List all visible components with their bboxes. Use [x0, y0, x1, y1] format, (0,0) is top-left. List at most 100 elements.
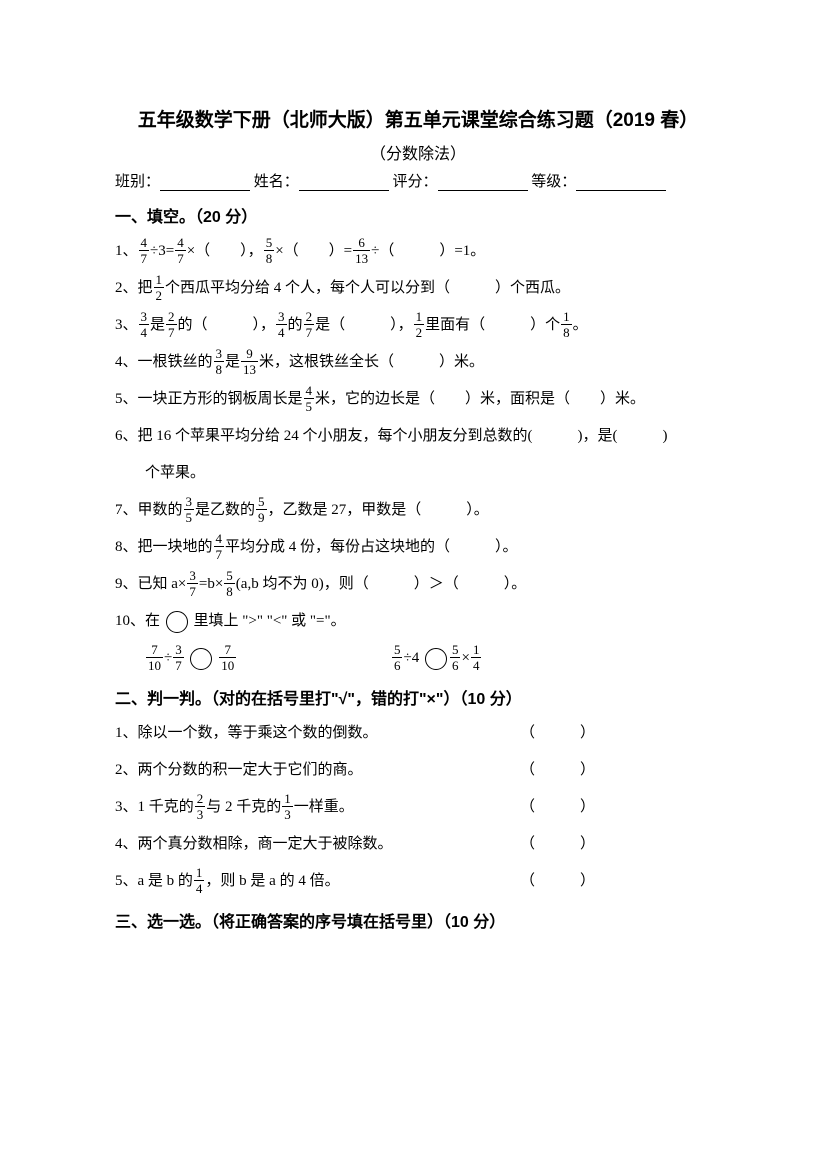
q3-t4: 的 — [288, 317, 303, 333]
q3: 3、34是27的（ ），34的27是（ ），12里面有（ ）个18。 — [115, 309, 721, 342]
s2q4-paren[interactable]: （ ） — [520, 828, 595, 861]
q10-t1: 10、在 — [115, 613, 164, 629]
frac-3-8: 38 — [214, 347, 225, 376]
subtitle: （分数除法） — [115, 140, 721, 164]
q10-t2: 里填上 ">" "<" 或 "="。 — [190, 613, 346, 629]
q6-t1: 6、把 16 个苹果平均分给 24 个小朋友，每个小朋友分到总数的( )，是( … — [115, 428, 667, 444]
q9: 9、已知 a×37=b×58(a,b 均不为 0)，则（ ）＞（ ）。 — [115, 568, 721, 601]
frac-1-3: 13 — [282, 792, 293, 821]
class-label: 班别： — [115, 174, 160, 190]
q10-op1: ÷ — [164, 650, 172, 666]
section-3-heading: 三、选一选。（将正确答案的序号填在括号里）（10 分） — [115, 908, 721, 932]
frac-6-13: 613 — [353, 236, 370, 265]
frac-1-4: 14 — [471, 643, 482, 672]
q9-t2: =b× — [199, 576, 223, 592]
q10: 10、在 里填上 ">" "<" 或 "="。 — [115, 605, 721, 638]
q10-op3: × — [461, 650, 469, 666]
frac-1-2b: 12 — [414, 310, 425, 339]
grade-blank[interactable] — [576, 175, 666, 191]
q1-text4: ×（ ）= — [275, 243, 352, 259]
frac-2-7: 27 — [166, 310, 177, 339]
score-blank[interactable] — [438, 175, 528, 191]
s2q5: 5、a 是 b 的14，则 b 是 a 的 4 倍。 （ ） — [115, 865, 595, 898]
q2-text2: 个西瓜平均分给 4 个人，每个人可以分到（ ）个西瓜。 — [165, 280, 570, 296]
section-2-heading: 二、判一判。（对的在括号里打"√"，错的打"×"）（10 分） — [115, 685, 721, 709]
q4-t2: 是 — [225, 354, 240, 370]
q1-text5: ÷（ ）=1。 — [371, 243, 485, 259]
q7-t2: 是乙数的 — [195, 502, 255, 518]
frac-3-5: 35 — [184, 495, 195, 524]
q6: 6、把 16 个苹果平均分给 24 个小朋友，每个小朋友分到总数的( )，是( … — [115, 420, 721, 453]
s2q5-text: 5、a 是 b 的14，则 b 是 a 的 4 倍。 — [115, 865, 340, 898]
q3-t6: 里面有（ ）个 — [425, 317, 560, 333]
q3-t3: 的（ ）， — [178, 317, 276, 333]
q10-op2: ÷4 — [403, 650, 419, 666]
frac-5-8: 58 — [264, 236, 275, 265]
q9-t3: (a,b 均不为 0)，则（ ）＞（ ）。 — [236, 576, 526, 592]
q7-t3: ，乙数是 27，甲数是（ ）。 — [268, 502, 489, 518]
frac-1-8: 18 — [561, 310, 572, 339]
q1-text2: ÷3= — [150, 243, 174, 259]
q6-cont: 个苹果。 — [115, 457, 721, 490]
q8-t1: 8、把一块地的 — [115, 539, 213, 555]
q6-t2: 个苹果。 — [145, 465, 205, 481]
frac-4-7b: 47 — [175, 236, 186, 265]
s2q3: 3、1 千克的23与 2 千克的13一样重。 （ ） — [115, 791, 595, 824]
frac-5-6: 56 — [392, 643, 403, 672]
frac-2-7b: 27 — [304, 310, 315, 339]
q1-text: 1、 — [115, 243, 138, 259]
q3-t5: 是（ ）， — [315, 317, 413, 333]
s2q5-paren[interactable]: （ ） — [520, 865, 595, 898]
q5-t1: 5、一块正方形的钢板周长是 — [115, 391, 303, 407]
s2q2: 2、两个分数的积一定大于它们的商。 （ ） — [115, 754, 595, 787]
s2q1-text: 1、除以一个数，等于乘这个数的倒数。 — [115, 717, 378, 750]
q4-t1: 4、一根铁丝的 — [115, 354, 213, 370]
frac-9-13: 913 — [241, 347, 258, 376]
frac-5-6b: 56 — [450, 643, 461, 672]
circle-icon[interactable] — [166, 611, 188, 633]
q1: 1、47÷3=47×（ ），58×（ ）=613÷（ ）=1。 — [115, 235, 721, 268]
q7: 7、甲数的35是乙数的59，乙数是 27，甲数是（ ）。 — [115, 494, 721, 527]
frac-4-7c: 47 — [214, 532, 225, 561]
s2q3-text: 3、1 千克的23与 2 千克的13一样重。 — [115, 791, 354, 824]
page-title: 五年级数学下册（北师大版）第五单元课堂综合练习题（2019 春） — [115, 105, 721, 132]
frac-5-9: 59 — [256, 495, 267, 524]
q2-text: 2、把 — [115, 280, 153, 296]
s2q4: 4、两个真分数相除，商一定大于被除数。 （ ） — [115, 828, 595, 861]
grade-label: 等级： — [531, 174, 576, 190]
q10-expr2: 56÷4 56×14 — [391, 642, 482, 675]
frac-7-10b: 710 — [219, 643, 236, 672]
q4: 4、一根铁丝的38是913米，这根铁丝全长（ ）米。 — [115, 346, 721, 379]
frac-1-2: 12 — [154, 273, 165, 302]
frac-2-3: 23 — [195, 792, 206, 821]
circle-icon2[interactable] — [190, 648, 212, 670]
q9-t1: 9、已知 a× — [115, 576, 186, 592]
name-label: 姓名： — [254, 174, 299, 190]
frac-3-7b: 37 — [173, 643, 184, 672]
s2q2-text: 2、两个分数的积一定大于它们的商。 — [115, 754, 363, 787]
circle-icon3[interactable] — [425, 648, 447, 670]
s2q1-paren[interactable]: （ ） — [520, 717, 595, 750]
q8: 8、把一块地的47平均分成 4 份，每份占这块地的（ ）。 — [115, 531, 721, 564]
name-blank[interactable] — [299, 175, 389, 191]
class-blank[interactable] — [160, 175, 250, 191]
q1-text3: ×（ ）， — [187, 243, 263, 259]
s2q1: 1、除以一个数，等于乘这个数的倒数。 （ ） — [115, 717, 595, 750]
frac-5-8b: 58 — [224, 569, 235, 598]
page: 五年级数学下册（北师大版）第五单元课堂综合练习题（2019 春） （分数除法） … — [0, 0, 826, 1169]
q3-t2: 是 — [150, 317, 165, 333]
frac-7-10: 710 — [146, 643, 163, 672]
s2q3-paren[interactable]: （ ） — [520, 791, 595, 824]
q8-t2: 平均分成 4 份，每份占这块地的（ ）。 — [225, 539, 518, 555]
s2q2-paren[interactable]: （ ） — [520, 754, 595, 787]
q3-t1: 3、 — [115, 317, 138, 333]
info-line: 班别： 姓名： 评分： 等级： — [115, 170, 721, 191]
q4-t3: 米，这根铁丝全长（ ）米。 — [259, 354, 484, 370]
q5-t2: 米，它的边长是（ ）米，面积是（ ）米。 — [315, 391, 645, 407]
frac-4-7: 47 — [139, 236, 150, 265]
q10-expr: 710÷37 710 56÷4 56×14 — [115, 642, 721, 675]
q2: 2、把12个西瓜平均分给 4 个人，每个人可以分到（ ）个西瓜。 — [115, 272, 721, 305]
frac-3-4b: 34 — [276, 310, 287, 339]
frac-3-7: 37 — [187, 569, 198, 598]
q3-t7: 。 — [573, 317, 588, 333]
